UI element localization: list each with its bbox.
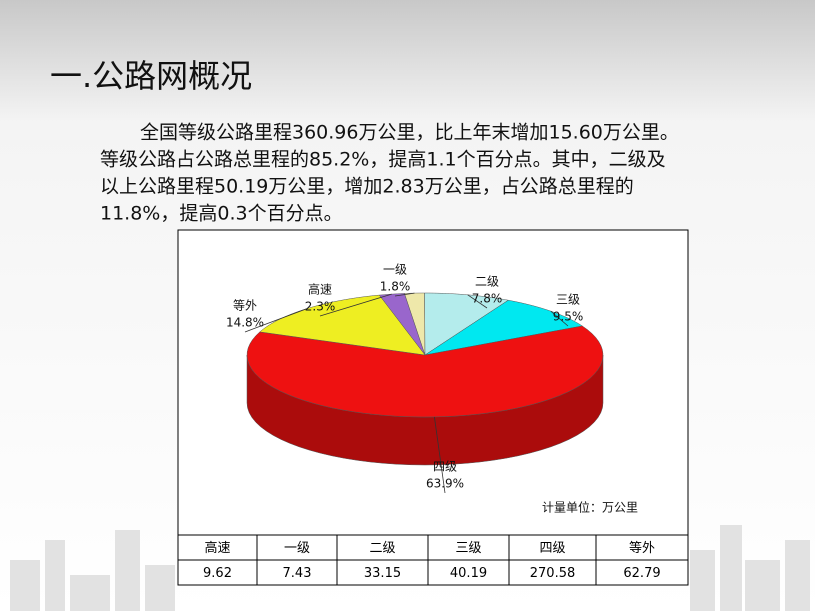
leader-line	[244, 308, 308, 333]
table-header: 等外	[629, 540, 655, 556]
table-header: 一级	[284, 541, 310, 556]
pie-slice	[259, 294, 426, 356]
table-cell: 270.58	[530, 566, 576, 581]
table-header: 三级	[455, 541, 481, 556]
table-header: 四级	[539, 541, 565, 556]
leader-line	[550, 310, 569, 327]
leader-line	[394, 292, 415, 297]
pie-label: 一级	[383, 263, 407, 277]
paragraph-line: 全国等级公路里程360.96万公里，比上年末增加15.60万公里。	[140, 122, 679, 144]
pie-slice	[246, 325, 604, 418]
pie: 高速 2.3% 一级 1.8% 二级 7.8% 三级 9.5% 四级 63.9% 等外 14.8%	[226, 263, 604, 494]
paragraph-line: 等级公路占公路总里程的85.2%，提高1.1个百分点。其中，二级及	[100, 149, 666, 171]
pie-value-label: 1.8%	[380, 280, 411, 294]
pie-value-label: 9.5%	[553, 310, 584, 324]
pie-value-label: 7.8%	[472, 292, 503, 306]
leader-line	[319, 293, 392, 317]
data-table: 高速 9.62 一级 7.43 二级 33.15 三级 40.19 四级 270.58 等外 62.7…	[177, 534, 689, 586]
table-cell: 40.19	[450, 566, 487, 581]
slide-title: 一.公路网概况	[50, 57, 252, 95]
pie-label: 等外	[233, 299, 257, 313]
pie-value-label: 63.9%	[426, 477, 464, 491]
pie-label: 四级	[433, 460, 457, 474]
unit-annotation: 计量单位：万公里	[542, 500, 638, 515]
table-cell: 7.43	[283, 566, 312, 581]
leader-line	[467, 294, 488, 309]
leader-line	[434, 416, 446, 494]
paragraph: 全国等级公路里程360.96万公里，比上年末增加15.60万公里。 等级公路占公…	[100, 122, 679, 225]
table-cell: 33.15	[364, 566, 401, 581]
paragraph-line: 11.8%，提高0.3个百分点。	[100, 203, 343, 225]
pie-label: 高速	[308, 282, 332, 297]
pie-label: 二级	[475, 275, 499, 289]
table-header: 高速	[204, 540, 230, 556]
table-cell: 62.79	[623, 566, 660, 581]
skyline	[10, 525, 810, 611]
pie-slice	[378, 293, 426, 356]
pie-value-label: 14.8%	[226, 316, 264, 330]
pie-slice	[424, 292, 509, 356]
paragraph-line: 以上公路里程50.19万公里，增加2.83万公里，占公路总里程的	[100, 176, 634, 198]
pie-label: 三级	[556, 293, 580, 307]
pie-value-label: 2.3%	[305, 300, 336, 314]
table-header: 二级	[369, 541, 395, 556]
table-cell: 9.62	[203, 566, 232, 581]
